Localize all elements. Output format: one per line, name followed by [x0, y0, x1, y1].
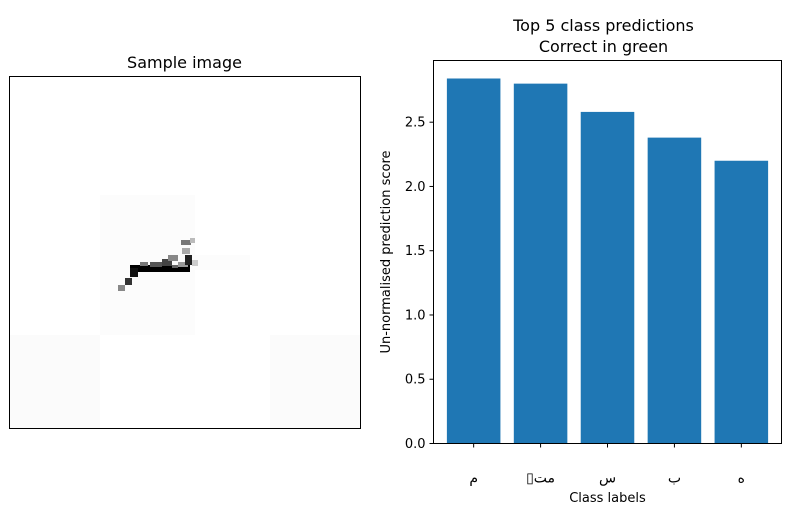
bar-1 — [446, 78, 501, 444]
y-axis-label: Un-normalised prediction score — [379, 150, 394, 353]
x-tick-label: س — [599, 471, 616, 487]
chart-title-line-2: Correct in green — [539, 37, 668, 56]
prediction-chart: Top 5 class predictions Correct in green… — [379, 16, 782, 506]
x-tick-label: م — [469, 471, 478, 487]
sample-image-panel: Sample image — [9, 53, 361, 429]
x-tick-label: ب — [668, 471, 681, 487]
chart-plot-frame — [433, 60, 782, 444]
bars-group — [446, 78, 769, 444]
bar-2 — [513, 83, 568, 444]
sample-image-title: Sample image — [127, 53, 242, 72]
bar-3 — [580, 111, 635, 444]
y-tick-label: 1.0 — [405, 308, 426, 323]
x-axis-label: Class labels — [569, 491, 646, 506]
y-axis-ticks: 0.0 0.5 1.0 1.5 2.0 2.5 — [405, 116, 434, 452]
handwritten-character-image — [10, 195, 360, 428]
x-axis-ticks: م ▯مت س ب ه — [469, 443, 745, 487]
chart-title-line-1: Top 5 class predictions — [512, 16, 694, 35]
bar-5 — [714, 160, 769, 444]
y-tick-label: 0.5 — [405, 373, 426, 388]
bar-4 — [647, 137, 702, 444]
y-tick-label: 2.5 — [405, 116, 426, 131]
y-tick-label: 2.0 — [405, 180, 426, 195]
y-tick-label: 1.5 — [405, 244, 426, 259]
x-tick-label: ه — [738, 471, 745, 487]
y-tick-label: 0.0 — [405, 437, 426, 452]
x-tick-label: ▯مت — [526, 471, 555, 487]
